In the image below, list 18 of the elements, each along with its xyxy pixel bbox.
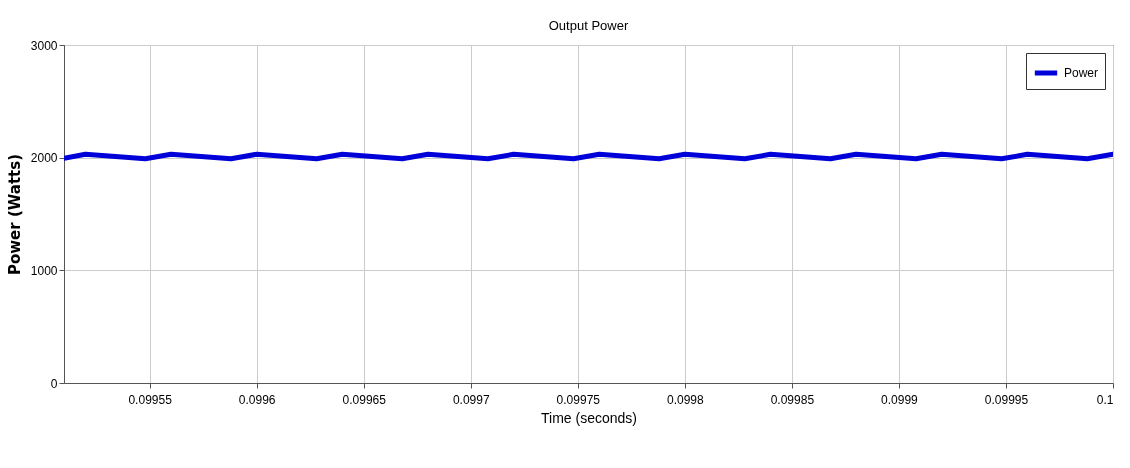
y-tick-label: 0 (50, 376, 58, 391)
x-tick-label: 0.0996 (238, 392, 276, 407)
x-tick-label: 0.0998 (666, 392, 705, 407)
y-tick-label: 2000 (30, 151, 58, 166)
x-tick-label: 0.0997 (452, 392, 490, 407)
x-tick-label: 0.09975 (556, 392, 601, 407)
y-axis-title: Power (Watts) (5, 153, 24, 276)
y-tick-label: 3000 (30, 38, 58, 53)
x-tick-label: 0.1 (1096, 392, 1114, 407)
x-tick-label: 0.09965 (342, 392, 387, 407)
x-tick-label: 0.0999 (881, 392, 919, 407)
legend-label: Power (1064, 66, 1099, 80)
x-axis-title: Time (seconds) (541, 409, 637, 426)
x-tick-label: 0.09985 (770, 392, 815, 407)
chart-title: Output Power (548, 18, 629, 33)
x-tick-label: 0.09955 (128, 392, 173, 407)
x-tick-label: 0.09995 (984, 392, 1029, 407)
y-tick-label: 1000 (30, 263, 58, 278)
